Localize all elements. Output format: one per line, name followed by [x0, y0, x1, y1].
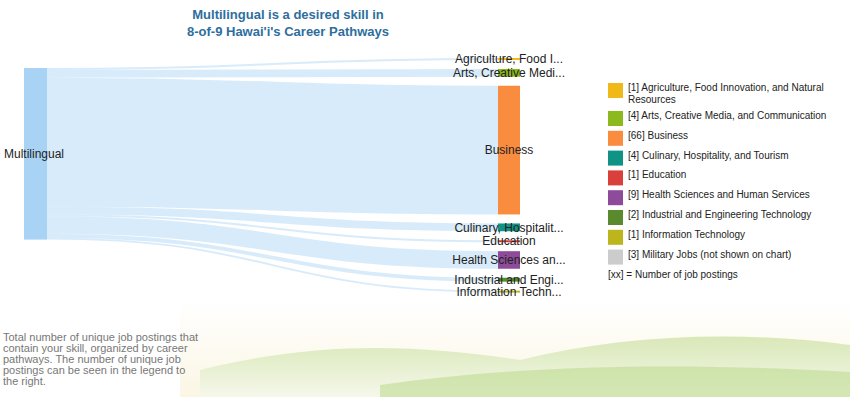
target-label: Business: [485, 143, 534, 157]
link: [47, 225, 498, 260]
legend-swatch: [608, 170, 623, 185]
target-label: Health Sciences an...: [452, 253, 565, 267]
link: [47, 236, 498, 280]
title-line: Multilingual is a desired skill in: [192, 7, 383, 22]
legend-swatch: [608, 131, 623, 146]
legend-swatch: [608, 210, 623, 225]
background-sky: [180, 300, 850, 397]
link: [47, 73, 498, 74]
legend-swatch: [608, 111, 623, 126]
target-label: Education: [482, 234, 535, 248]
target-label: Agriculture, Food I...: [455, 52, 563, 66]
legend-swatch: [608, 190, 623, 205]
chart-title: Multilingual is a desired skill in 8-of-9…: [187, 7, 389, 39]
title-line: 8-of-9 Hawai'i's Career Pathways: [187, 24, 389, 39]
legend-label: [2] Industrial and Engineering Technolog…: [628, 209, 811, 220]
legend-swatch: [608, 151, 623, 166]
legend-note: [xx] = Number of job postings: [608, 269, 738, 280]
target-label: Information Techn...: [456, 285, 561, 299]
background-hill: [200, 337, 850, 397]
target-label: Culinary, Hospitalit...: [454, 221, 563, 235]
legend-label: [9] Health Sciences and Human Services: [628, 189, 810, 200]
legend-label: [66] Business: [628, 130, 688, 141]
legend-label: [1] Education: [628, 169, 686, 180]
target-label: Arts, Creative Medi...: [453, 66, 565, 80]
legend-label: [4] Arts, Creative Media, and Communicat…: [628, 110, 826, 121]
legend-label: [1] Agriculture, Food Innovation, and Na…: [628, 82, 824, 105]
legend-swatch: [608, 230, 623, 245]
annotation: Total number of unique job postings that…: [3, 331, 198, 387]
legend-label: [3] Military Jobs (not shown on chart): [628, 249, 791, 260]
legend-label: [4] Culinary, Hospitality, and Tourism: [628, 150, 789, 161]
background-hill: [380, 366, 850, 397]
plot: [24, 58, 520, 293]
source-label: Multilingual: [4, 147, 64, 161]
link: [47, 142, 498, 150]
legend-swatch: [608, 83, 623, 98]
legend-label: [1] Information Technology: [628, 229, 745, 240]
legend-swatch: [608, 250, 623, 265]
link: [47, 59, 498, 69]
link: [47, 239, 498, 292]
